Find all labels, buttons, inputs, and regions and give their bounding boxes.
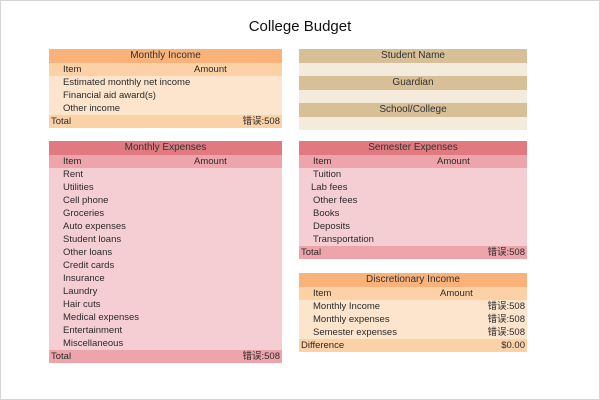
row-value: 错误:508 — [487, 314, 526, 325]
monthly-expenses-column-headers: Item Amount — [49, 155, 282, 168]
discretionary-income-header: Discretionary Income — [299, 273, 527, 287]
table-row[interactable]: Monthly expenses 错误:508 — [299, 313, 527, 326]
student-name-field[interactable] — [299, 63, 527, 76]
monthly-income-body: Estimated monthly net income Financial a… — [49, 76, 282, 115]
page-title: College Budget — [248, 18, 352, 35]
table-row[interactable]: Hair cuts — [63, 299, 101, 310]
student-name-header: Student Name — [299, 49, 527, 63]
monthly-expenses-total-row: Total 错误:508 — [49, 350, 282, 363]
table-row[interactable]: Other income — [63, 103, 121, 114]
school-header: School/College — [299, 103, 527, 117]
column-header-item: Item — [63, 156, 82, 167]
semester-expenses-column-headers: Item Amount — [299, 155, 527, 168]
student-info-table: Student Name Guardian School/College — [299, 49, 527, 130]
table-row[interactable]: Auto expenses — [63, 221, 126, 232]
column-header-item: Item — [313, 288, 332, 299]
table-row[interactable]: Groceries — [63, 208, 105, 219]
monthly-income-table: Monthly Income Item Amount Estimated mon… — [49, 49, 282, 128]
semester-expenses-header: Semester Expenses — [299, 141, 527, 155]
row-value: 错误:508 — [487, 327, 526, 338]
table-row[interactable]: Books — [313, 208, 340, 219]
total-value: 错误:508 — [242, 116, 281, 127]
semester-expenses-table: Semester Expenses Item Amount Tuition La… — [299, 141, 527, 259]
discretionary-income-body: Monthly Income 错误:508 Monthly expenses 错… — [299, 300, 527, 339]
column-header-amount: Amount — [194, 156, 227, 167]
guardian-header: Guardian — [299, 76, 527, 90]
table-row[interactable]: Financial aid award(s) — [63, 90, 156, 101]
table-row[interactable]: Transportation — [313, 234, 374, 245]
row-label: Monthly expenses — [313, 314, 390, 325]
table-row[interactable]: Semester expenses 错误:508 — [299, 326, 527, 339]
column-header-amount: Amount — [437, 156, 470, 167]
difference-row: Difference $0.00 — [299, 339, 527, 352]
discretionary-income-table: Discretionary Income Item Amount Monthly… — [299, 273, 527, 352]
table-row[interactable]: Cell phone — [63, 195, 109, 206]
table-row[interactable]: Credit cards — [63, 260, 115, 271]
table-row[interactable]: Estimated monthly net income — [63, 77, 191, 88]
table-row[interactable]: Medical expenses — [63, 312, 140, 323]
monthly-expenses-table: Monthly Expenses Item Amount Rent Utilit… — [49, 141, 282, 363]
table-row[interactable]: Student loans — [63, 234, 122, 245]
semester-expenses-body: Tuition Lab fees Other fees Books Deposi… — [299, 168, 527, 246]
column-header-item: Item — [63, 64, 82, 75]
table-row[interactable]: Entertainment — [63, 325, 123, 336]
table-row[interactable]: Laundry — [63, 286, 98, 297]
school-field[interactable] — [299, 117, 527, 130]
table-row[interactable]: Deposits — [313, 221, 350, 232]
discretionary-income-column-headers: Item Amount — [299, 287, 527, 300]
monthly-income-total-row: Total 错误:508 — [49, 115, 282, 128]
table-row[interactable]: Tuition — [313, 169, 342, 180]
total-label: Total — [301, 247, 322, 258]
column-header-item: Item — [313, 156, 332, 167]
difference-value: $0.00 — [501, 340, 525, 351]
monthly-income-header: Monthly Income — [49, 49, 282, 63]
row-label: Semester expenses — [313, 327, 397, 338]
total-label: Total — [51, 351, 72, 362]
monthly-income-column-headers: Item Amount — [49, 63, 282, 76]
table-row[interactable]: Other loans — [63, 247, 113, 258]
guardian-field[interactable] — [299, 90, 527, 103]
total-value: 错误:508 — [487, 247, 526, 258]
difference-label: Difference — [301, 340, 345, 351]
column-header-amount: Amount — [440, 288, 473, 299]
monthly-expenses-header: Monthly Expenses — [49, 141, 282, 155]
row-value: 错误:508 — [487, 301, 526, 312]
table-row[interactable]: Rent — [63, 169, 84, 180]
table-row[interactable]: Insurance — [63, 273, 105, 284]
monthly-expenses-body: Rent Utilities Cell phone Groceries Auto… — [49, 168, 282, 350]
row-label: Monthly Income — [313, 301, 381, 312]
semester-expenses-total-row: Total 错误:508 — [299, 246, 527, 259]
table-row[interactable]: Monthly Income 错误:508 — [299, 300, 527, 313]
table-row[interactable]: Miscellaneous — [63, 338, 124, 349]
table-row[interactable]: Other fees — [313, 195, 358, 206]
table-row[interactable]: Lab fees — [311, 182, 348, 193]
table-row[interactable]: Utilities — [63, 182, 94, 193]
total-value: 错误:508 — [242, 351, 281, 362]
total-label: Total — [51, 116, 72, 127]
column-header-amount: Amount — [194, 64, 227, 75]
